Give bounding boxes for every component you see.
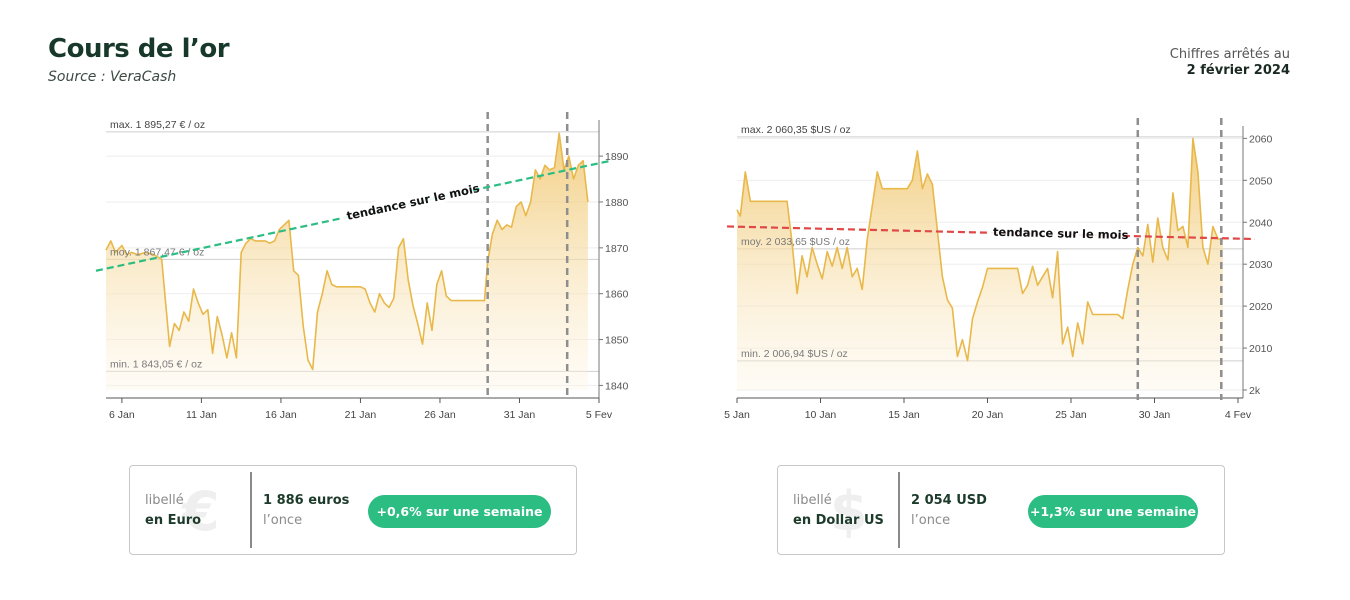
y-tick-label: 1850 <box>605 335 629 347</box>
x-tick-label: 5 Fev <box>586 409 613 421</box>
reference-label-avg: moy. 1 867,47 € / oz <box>110 246 204 258</box>
y-tick-label: 1870 <box>605 243 629 255</box>
price-line <box>736 137 1223 362</box>
card-label: libellé <box>145 493 184 508</box>
y-tick-label: 1840 <box>605 380 629 392</box>
x-tick-label: 15 Jan <box>888 409 920 421</box>
weekly-change-badge: +0,6% sur une semaine <box>368 495 551 528</box>
trend-label-group: tendance sur le mois <box>987 223 1129 242</box>
y-tick-label: 1890 <box>605 151 629 163</box>
x-tick-label: 6 Jan <box>109 409 135 421</box>
dollar-symbol-icon: $ <box>830 480 868 543</box>
trend-label: tendance sur le mois <box>993 225 1129 242</box>
x-tick-label: 10 Jan <box>805 409 837 421</box>
card-label: libellé <box>793 493 832 508</box>
x-tick-label: 4 Fev <box>1225 409 1252 421</box>
x-tick-label: 16 Jan <box>265 409 297 421</box>
card-price: 1 886 euros <box>263 493 350 508</box>
chart-euro: max. 1 895,27 € / oz moy. 1 867,47 € / oz… <box>95 112 629 421</box>
y-tick-label: 1880 <box>605 197 629 209</box>
card-currency: en Dollar US <box>793 513 884 528</box>
euro-symbol-icon: € <box>182 480 220 543</box>
page-title: Cours de l’or <box>48 34 230 64</box>
card-divider <box>250 472 252 548</box>
card-divider <box>898 472 900 548</box>
y-tick-label: 2010 <box>1249 343 1273 355</box>
y-tick-label: 2020 <box>1249 301 1273 313</box>
x-tick-label: 5 Jan <box>724 409 750 421</box>
card-unit: l’once <box>263 513 303 528</box>
weekly-change-badge: +1,3% sur une semaine <box>1028 495 1198 528</box>
y-tick-label: 1860 <box>605 289 629 301</box>
card-price: 2 054 USD <box>911 493 987 508</box>
y-tick-label: 2k <box>1249 385 1261 397</box>
x-tick-label: 30 Jan <box>1139 409 1171 421</box>
card-unit: l’once <box>911 513 951 528</box>
as-of-note: Chiffres arrêtés au 2 février 2024 <box>1170 47 1290 79</box>
card-currency: en Euro <box>145 513 202 528</box>
price-area <box>106 133 588 390</box>
card-dollar: $ libellé en Dollar US 2 054 USD l’once … <box>777 465 1225 555</box>
chart-dollar: max. 2 060,35 $US / oz moy. 2 033,65 $US … <box>724 118 1273 421</box>
x-tick-label: 26 Jan <box>424 409 456 421</box>
reference-label-min: min. 1 843,05 € / oz <box>110 358 202 370</box>
reference-label-min: min. 2 006,94 $US / oz <box>741 348 848 360</box>
y-tick-label: 2030 <box>1249 259 1273 271</box>
y-tick-label: 2040 <box>1249 217 1273 229</box>
as-of-label: Chiffres arrêtés au <box>1169 47 1290 62</box>
reference-label-avg: moy. 2 033,65 $US / oz <box>741 236 850 248</box>
trend-label-bg <box>987 223 1123 242</box>
as-of-date: 2 février 2024 <box>1186 63 1290 78</box>
trend-label-bg <box>340 181 475 225</box>
y-tick-label: 2050 <box>1249 175 1273 187</box>
price-area <box>737 138 1223 390</box>
y-tick-label: 2060 <box>1249 133 1273 145</box>
x-tick-label: 20 Jan <box>972 409 1004 421</box>
x-tick-label: 11 Jan <box>186 409 217 421</box>
x-tick-label: 25 Jan <box>1055 409 1087 421</box>
reference-label-max: max. 2 060,35 $US / oz <box>741 124 851 136</box>
x-tick-label: 21 Jan <box>345 409 377 421</box>
reference-label-max: max. 1 895,27 € / oz <box>110 119 205 131</box>
x-tick-label: 31 Jan <box>504 409 536 421</box>
price-line <box>105 132 589 371</box>
card-euro: € libellé en Euro 1 886 euros l’once +0,… <box>129 465 577 555</box>
source-subtitle: Source : VeraCash <box>48 69 177 85</box>
